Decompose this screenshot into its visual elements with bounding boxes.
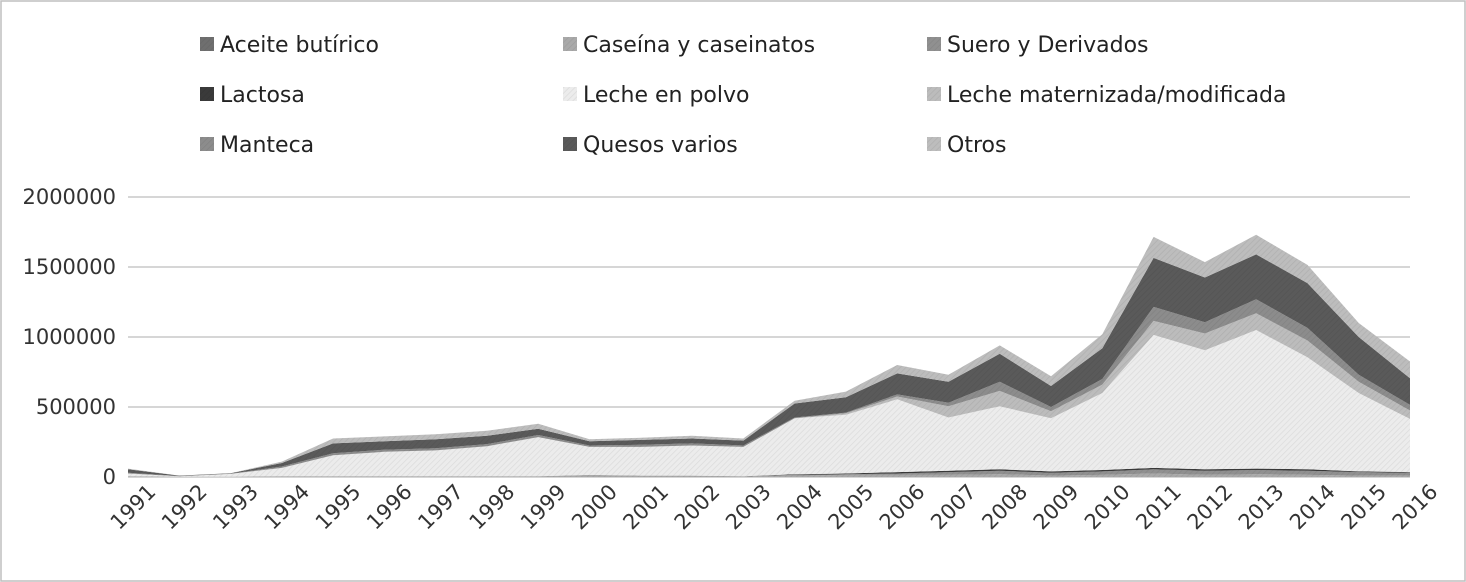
y-tick-label: 1000000 — [22, 325, 116, 349]
x-tick-label: 2011 — [1131, 480, 1186, 535]
series-otros — [128, 234, 1410, 476]
legend-item-caseina-y-caseinatos: Caseína y caseinatos — [563, 33, 815, 58]
y-tick-label: 1500000 — [22, 255, 116, 279]
x-tick-label: 1997 — [413, 480, 468, 535]
series-leche-maternizada-modificada — [128, 313, 1410, 477]
series-quesos-varios — [128, 254, 1410, 477]
series-manteca — [128, 299, 1410, 477]
x-tick-label: 2007 — [926, 480, 981, 535]
legend-swatch-texture — [200, 37, 214, 51]
x-tick-label: 2004 — [772, 480, 827, 535]
legend-item-otros: Otros — [927, 133, 1006, 158]
x-tick-label: 2010 — [1080, 480, 1135, 535]
x-tick-label: 1995 — [311, 480, 366, 535]
y-tick-label: 0 — [103, 465, 116, 489]
legend-swatch-texture — [563, 137, 577, 151]
legend-label: Manteca — [220, 133, 314, 158]
x-tick-label: 1994 — [260, 480, 315, 535]
x-tick-label: 1999 — [516, 480, 571, 535]
series-leche-en-polvo — [128, 330, 1410, 477]
legend-swatch-texture — [200, 137, 214, 151]
x-tick-label: 2014 — [1285, 480, 1340, 535]
x-tick-label: 2000 — [567, 480, 622, 535]
x-tick-label: 2002 — [670, 480, 725, 535]
area-texture — [128, 469, 1410, 477]
area-texture — [128, 234, 1410, 476]
legend-swatch-texture — [927, 87, 941, 101]
legend-swatch-texture — [927, 137, 941, 151]
legend-label: Leche maternizada/modificada — [947, 83, 1287, 108]
legend-swatch-texture — [563, 37, 577, 51]
legend-swatch-texture — [563, 87, 577, 101]
area-texture — [128, 313, 1410, 477]
legend-item-aceite-butirico: Aceite butírico — [200, 33, 379, 58]
legend-label: Otros — [947, 133, 1006, 158]
area-texture — [128, 330, 1410, 477]
series-suero-y-derivados — [128, 469, 1410, 477]
area-series-group — [128, 234, 1410, 477]
legend-label: Quesos varios — [583, 133, 738, 158]
x-tick-label: 2012 — [1183, 480, 1238, 535]
legend-label: Lactosa — [220, 83, 305, 108]
legend-item-leche-maternizada-modificada: Leche maternizada/modificada — [927, 83, 1287, 108]
legend-item-manteca: Manteca — [200, 133, 314, 158]
x-tick-label: 2003 — [721, 480, 776, 535]
legend-item-suero-y-derivados: Suero y Derivados — [927, 33, 1149, 58]
area-texture — [128, 254, 1410, 477]
x-tick-label: 1996 — [362, 480, 417, 535]
x-tick-label: 2015 — [1336, 480, 1391, 535]
area-texture — [128, 473, 1410, 477]
x-tick-label: 1998 — [465, 480, 520, 535]
legend-swatch-texture — [927, 37, 941, 51]
x-tick-label: 2008 — [977, 480, 1032, 535]
legend-label: Aceite butírico — [220, 33, 379, 58]
legend-item-leche-en-polvo: Leche en polvo — [563, 83, 749, 108]
legend: Aceite butírico Caseína y caseinatos Suero… — [200, 33, 1287, 158]
x-tick-label: 2006 — [875, 480, 930, 535]
x-tick-label: 2016 — [1388, 480, 1443, 535]
legend-item-lactosa: Lactosa — [200, 83, 305, 108]
y-tick-label: 2000000 — [22, 185, 116, 209]
y-axis-ticks: 0 500000 1000000 1500000 2000000 — [22, 185, 116, 489]
area-texture — [128, 299, 1410, 477]
x-tick-label: 2001 — [618, 480, 673, 535]
x-tick-label: 1992 — [157, 480, 212, 535]
y-tick-label: 500000 — [36, 395, 116, 419]
x-tick-label: 2005 — [824, 480, 879, 535]
legend-label: Leche en polvo — [583, 83, 749, 108]
legend-item-quesos-varios: Quesos varios — [563, 133, 738, 158]
series-caseina-y-caseinatos — [128, 473, 1410, 477]
x-tick-label: 2013 — [1234, 480, 1289, 535]
legend-label: Caseína y caseinatos — [583, 33, 815, 58]
x-axis-ticks: 1991199219931994199519961997199819992000… — [106, 480, 1443, 535]
x-tick-label: 1993 — [208, 480, 263, 535]
x-tick-label: 2009 — [1029, 480, 1084, 535]
legend-label: Suero y Derivados — [947, 33, 1149, 58]
legend-swatch-texture — [200, 87, 214, 101]
